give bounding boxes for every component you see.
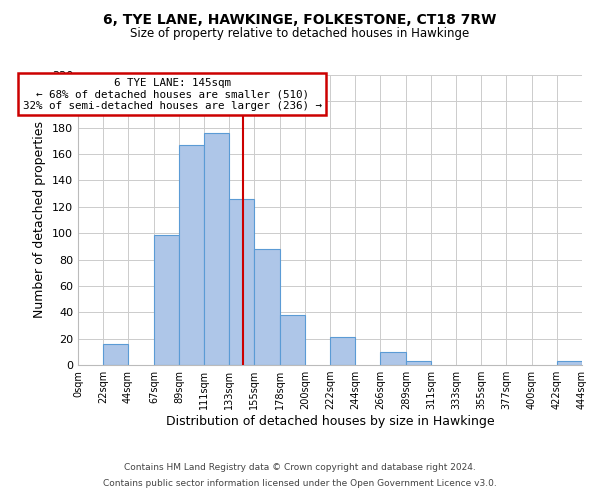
Bar — [280, 315, 305, 365]
Y-axis label: Number of detached properties: Number of detached properties — [34, 122, 46, 318]
Bar — [557, 361, 582, 365]
Bar — [254, 249, 280, 365]
Bar — [406, 361, 431, 365]
Text: Size of property relative to detached houses in Hawkinge: Size of property relative to detached ho… — [130, 28, 470, 40]
X-axis label: Distribution of detached houses by size in Hawkinge: Distribution of detached houses by size … — [166, 415, 494, 428]
Bar — [103, 344, 128, 365]
Bar — [204, 133, 229, 365]
Bar — [179, 145, 204, 365]
Bar — [154, 234, 179, 365]
Bar — [229, 199, 254, 365]
Text: 6 TYE LANE: 145sqm
← 68% of detached houses are smaller (510)
32% of semi-detach: 6 TYE LANE: 145sqm ← 68% of detached hou… — [23, 78, 322, 111]
Text: Contains HM Land Registry data © Crown copyright and database right 2024.: Contains HM Land Registry data © Crown c… — [124, 464, 476, 472]
Text: Contains public sector information licensed under the Open Government Licence v3: Contains public sector information licen… — [103, 478, 497, 488]
Bar — [330, 338, 355, 365]
Text: 6, TYE LANE, HAWKINGE, FOLKESTONE, CT18 7RW: 6, TYE LANE, HAWKINGE, FOLKESTONE, CT18 … — [103, 12, 497, 26]
Bar — [380, 352, 406, 365]
